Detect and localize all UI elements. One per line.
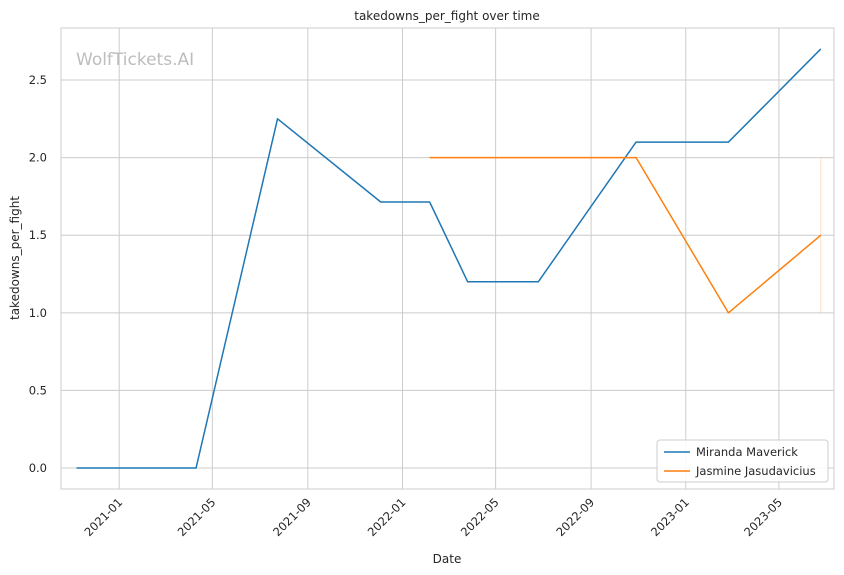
x-tick-label: 2021-01 [81,495,125,539]
y-tick-label: 2.5 [29,73,47,87]
y-axis-label: takedowns_per_fight [8,196,22,320]
x-tick-label: 2021-05 [175,495,219,539]
y-tick-label: 1.0 [29,306,47,320]
watermark: WolfTickets.AI [76,50,194,70]
x-tick-labels: 2021-01 2021-05 2021-09 2022-01 2022-05 2022-… [81,495,785,539]
legend-label-jasmine-jasudavicius: Jasmine Jasudavicius [695,464,816,478]
legend-box [656,439,829,483]
y-tick-labels: 0.0 0.5 1.0 1.5 2.0 2.5 [29,73,47,475]
series-line-miranda-maverick [76,48,822,469]
x-axis-label: Date [433,552,462,566]
legend: Miranda Maverick Jasmine Jasudavicius [656,439,829,483]
legend-label-miranda-maverick: Miranda Maverick [696,445,798,459]
x-tick-label: 2023-05 [741,495,785,539]
chart-title: takedowns_per_fight over time [354,9,540,23]
x-tick-label: 2022-01 [365,495,409,539]
y-tick-label: 0.5 [29,383,47,397]
x-tick-label: 2022-09 [553,495,597,539]
series-lines [76,48,822,469]
y-tick-label: 2.0 [29,151,47,165]
plot-area [60,27,835,490]
x-tick-label: 2023-01 [648,495,692,539]
x-tick-label: 2021-09 [270,495,314,539]
x-gridlines [118,28,780,489]
y-tick-label: 0.0 [29,461,47,475]
y-tick-label: 1.5 [29,228,47,242]
series-line-jasmine-jasudavicius [429,156,822,314]
x-tick-label: 2022-05 [458,495,502,539]
